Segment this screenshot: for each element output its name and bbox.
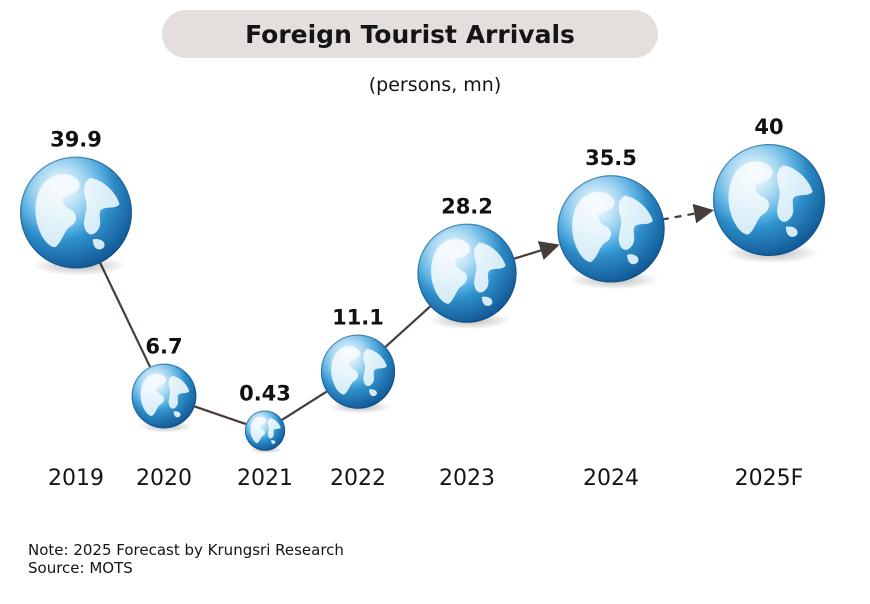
chart-subtitle: (persons, mn) <box>368 74 502 96</box>
chart-title-box: Foreign Tourist Arrivals <box>162 10 658 58</box>
value-label-2024: 35.5 <box>585 146 637 170</box>
category-labels: 2019 2020 2021 2022 2023 2024 2025F <box>48 466 803 491</box>
year-label-2023: 2023 <box>439 466 495 491</box>
value-label-2019: 39.9 <box>50 128 102 152</box>
value-label-2020: 6.7 <box>145 335 182 359</box>
value-labels: 39.9 6.7 0.43 11.1 28.2 35.5 40 <box>50 115 784 405</box>
year-label-2025F: 2025F <box>735 466 804 491</box>
value-label-2021: 0.43 <box>239 381 291 405</box>
globe-icon-2019 <box>20 156 132 276</box>
globe-markers <box>20 143 826 454</box>
year-label-2022: 2022 <box>330 466 386 491</box>
globe-icon-2024 <box>557 175 665 290</box>
connector-2022-2023 <box>383 305 431 349</box>
footnote-source: Source: MOTS <box>28 559 133 577</box>
value-label-2023: 28.2 <box>441 195 493 219</box>
globe-icon-2022 <box>320 334 396 414</box>
year-label-2024: 2024 <box>583 466 639 491</box>
year-label-2019: 2019 <box>48 466 104 491</box>
footnote-note: Note: 2025 Forecast by Krungsri Research <box>28 541 344 559</box>
year-label-2020: 2020 <box>136 466 192 491</box>
connector-lines <box>98 203 714 426</box>
year-label-2021: 2021 <box>237 466 293 491</box>
connector-2021-2022 <box>279 390 328 422</box>
globe-icon-2025F <box>712 143 826 264</box>
chart-title: Foreign Tourist Arrivals <box>245 19 575 49</box>
globe-icon-2023 <box>417 223 517 330</box>
footnote: Note: 2025 Forecast by Krungsri Research… <box>28 541 344 577</box>
connector-2023-2024 <box>512 241 560 261</box>
value-label-2025F: 40 <box>754 115 783 139</box>
connector-2019-2020 <box>98 260 151 368</box>
globe-icon-2021 <box>244 410 286 454</box>
value-label-2022: 11.1 <box>332 306 384 330</box>
connector-2020-2021 <box>192 404 247 426</box>
connector-2024-2025F <box>661 203 714 224</box>
globe-icon-2020 <box>131 363 197 433</box>
